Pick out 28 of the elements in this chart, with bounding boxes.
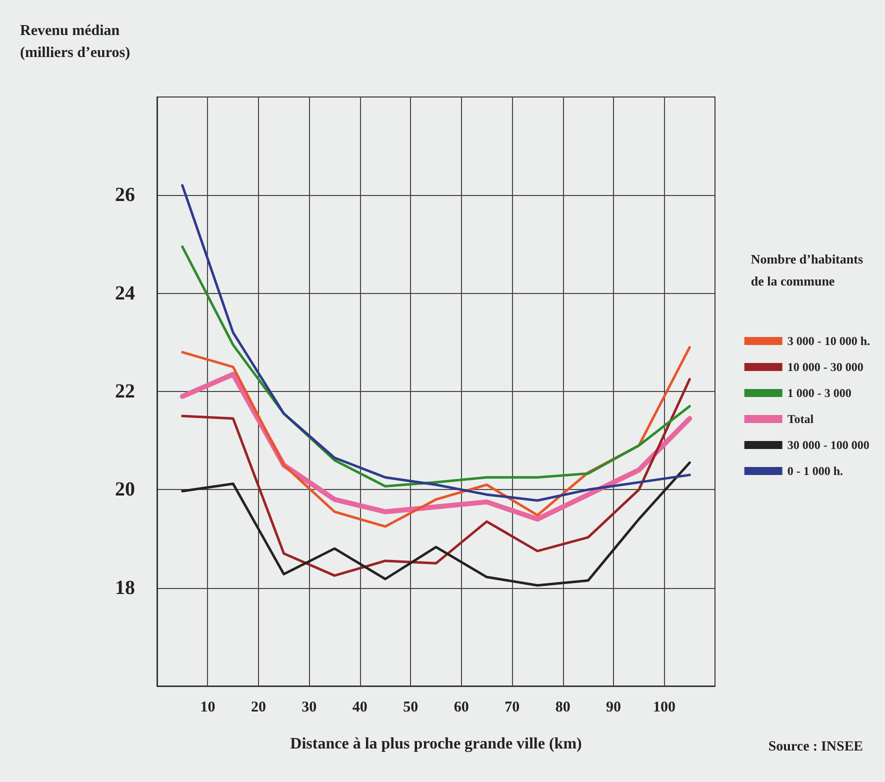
x-tick-label: 60 — [454, 700, 469, 716]
x-tick-label: 70 — [504, 700, 520, 716]
legend-label: 10 000 - 30 000 — [787, 360, 864, 374]
legend-label: 3 000 - 10 000 h. — [787, 334, 870, 348]
legend-label: 0 - 1 000 h. — [787, 464, 843, 478]
y-tick-label: 18 — [115, 576, 135, 599]
x-tick-label: 40 — [352, 700, 368, 716]
x-tick-label: 30 — [302, 700, 317, 716]
legend-label: 1 000 - 3 000 — [787, 386, 852, 400]
line-series — [181, 184, 691, 502]
y-tick-label: 20 — [115, 478, 135, 501]
x-tick-label: 10 — [200, 700, 216, 716]
legend-label: 30 000 - 100 000 — [787, 438, 870, 452]
y-tick-label: 22 — [115, 380, 135, 402]
y-axis-title: Revenu médian (milliers d’euros) — [20, 23, 130, 61]
y-tick-label: 26 — [115, 184, 135, 206]
x-tick-label: 90 — [606, 700, 622, 716]
line-series — [181, 378, 691, 577]
x-tick-label: 80 — [555, 700, 570, 716]
legend-label: Total — [787, 412, 814, 426]
y-tick-label: 24 — [115, 282, 135, 304]
x-tick-label: 50 — [403, 700, 418, 716]
source-note: Source : INSEE — [768, 740, 864, 754]
x-axis-title: Distance à la plus proche grande ville (km) — [290, 736, 582, 752]
x-tick-label: 100 — [653, 700, 676, 716]
legend-title: Nombre d’habitants de la commune — [750, 252, 864, 288]
x-tick-label: 20 — [250, 700, 266, 716]
line-series — [181, 461, 691, 587]
